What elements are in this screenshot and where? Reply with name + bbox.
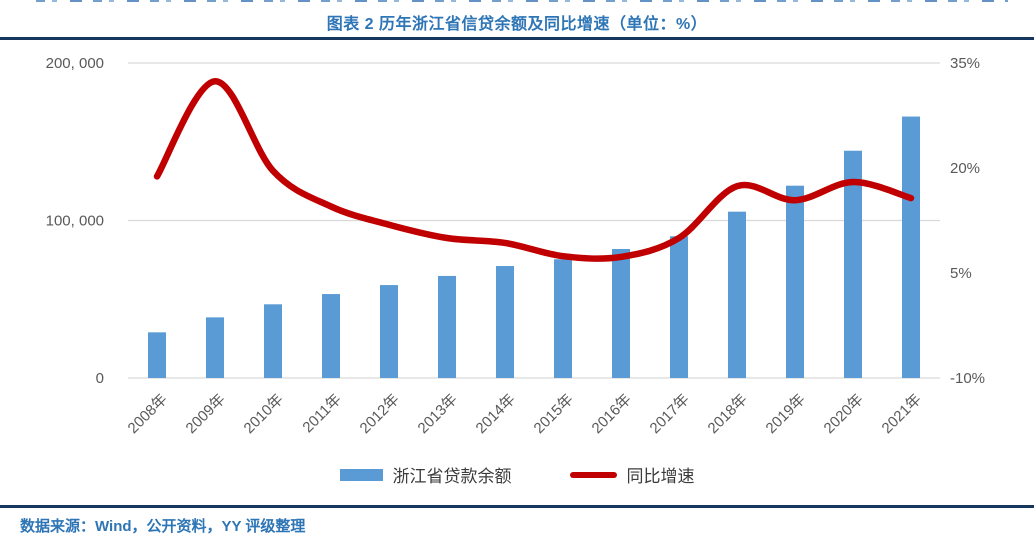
data-source-note: 数据来源：Wind，公开资料，YY 评级整理 <box>20 518 306 535</box>
x-axis-label: 2009年 <box>183 391 229 437</box>
right-axis-tick: 5% <box>950 265 972 282</box>
legend-item-growth: 同比增速 <box>569 462 695 487</box>
x-axis-label: 2017年 <box>647 391 693 437</box>
x-axis-label: 2016年 <box>589 391 635 437</box>
x-axis-label: 2012年 <box>357 391 403 437</box>
bar-2021 <box>902 116 920 379</box>
bar-series-swatch <box>339 468 383 481</box>
growth-line <box>153 77 915 262</box>
x-axis-label: 2014年 <box>473 391 519 437</box>
bar-2012 <box>380 285 398 378</box>
x-axis-label: 2013年 <box>415 391 461 437</box>
combo-chart: 200, 000 100, 000 0 35% 20% 5% -10% 2008年 2009年 2… <box>46 55 985 437</box>
x-axis-label: 2019年 <box>763 391 809 437</box>
right-axis-tick: 35% <box>950 55 980 72</box>
bar-2014 <box>496 266 514 378</box>
left-axis-tick: 100, 000 <box>46 213 104 230</box>
header-divider <box>0 37 1034 40</box>
bar-2015 <box>554 259 572 378</box>
left-axis-tick: 0 <box>96 370 104 387</box>
bar-2008 <box>148 332 166 378</box>
x-axis-label: 2010年 <box>241 391 287 437</box>
bar-2017 <box>670 236 688 378</box>
x-axis-label: 2020年 <box>821 391 867 437</box>
x-axis-label: 2015年 <box>531 391 577 437</box>
line-series-swatch <box>569 471 617 478</box>
bar-2019 <box>786 185 804 378</box>
bar-2018 <box>728 211 746 378</box>
chart-title: 图表 2 历年浙江省信贷余额及同比增速（单位：%） <box>326 16 708 33</box>
right-axis-tick: -10% <box>950 370 985 387</box>
footer-divider <box>0 505 1034 508</box>
right-axis-tick: 20% <box>950 160 980 177</box>
x-axis-label: 2021年 <box>879 391 925 437</box>
left-axis-tick: 200, 000 <box>46 55 104 72</box>
legend-label-growth: 同比增速 <box>626 467 695 487</box>
bar-2016 <box>612 249 630 378</box>
bar-2011 <box>322 294 340 378</box>
x-axis-label: 2011年 <box>299 391 344 436</box>
x-axis-label: 2008年 <box>125 391 171 437</box>
legend-item-balance: 浙江省贷款余额 <box>339 462 512 487</box>
bar-2009 <box>206 317 224 378</box>
legend-label-balance: 浙江省贷款余额 <box>392 467 512 487</box>
chart-legend: 浙江省贷款余额 同比增速 <box>0 462 1034 487</box>
bar-2010 <box>264 304 282 378</box>
clipped-text-artifact <box>36 0 1008 2</box>
bar-2013 <box>438 275 456 378</box>
bar-2020 <box>844 150 862 378</box>
x-axis-label: 2018年 <box>705 391 751 437</box>
